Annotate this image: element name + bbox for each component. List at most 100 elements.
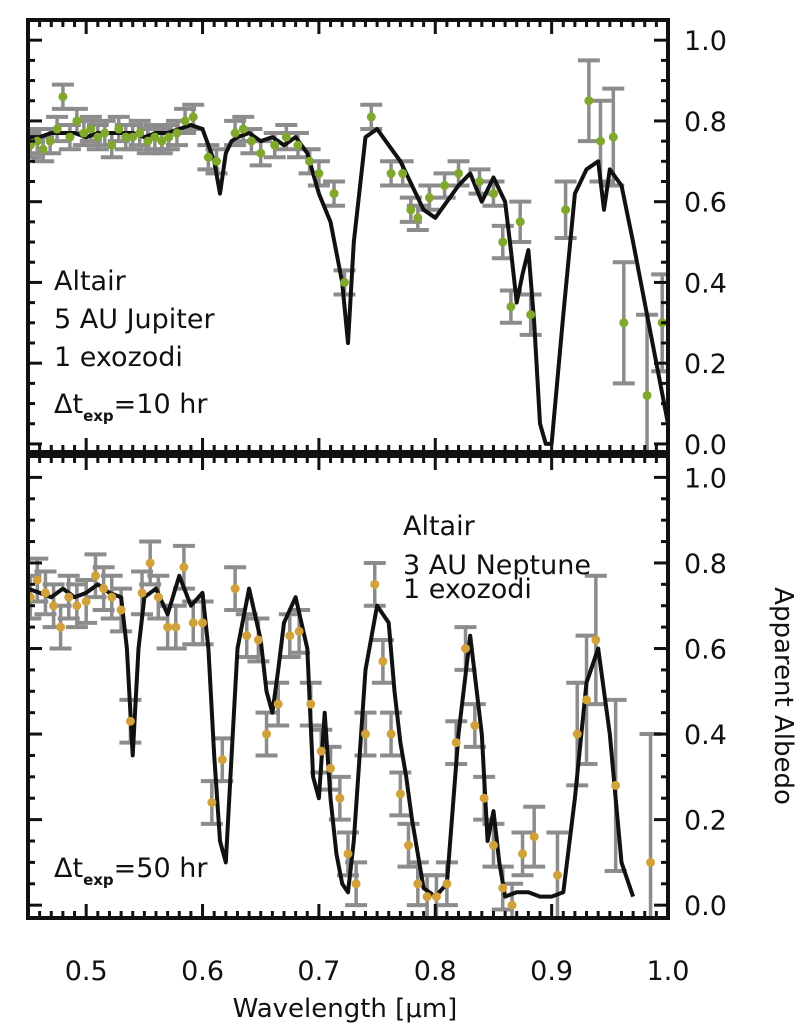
top-ytick-label: 0.8: [684, 107, 727, 138]
bottom-data-point-22: [217, 755, 227, 765]
bottom-data-point-42: [413, 879, 423, 889]
bottom-exposure-value: =50 hr: [114, 853, 209, 884]
top-annotation-star: Altair: [54, 266, 127, 297]
top-data-point-29: [256, 148, 266, 158]
top-data-point-8: [79, 128, 89, 138]
bottom-ytick-label: 0.8: [684, 549, 727, 580]
bottom-panel: 0.0 0.2 0.4 0.6 0.8 1.0 0.5 0.6 0.7 0.8 0.9 1.0 Al…: [26, 454, 727, 987]
bottom-axis-ticks: [26, 456, 670, 918]
top-data-point-9: [86, 124, 96, 134]
bottom-data-point-24: [242, 631, 252, 641]
top-data-point-13: [114, 124, 124, 134]
bottom-data-point-54: [529, 832, 539, 842]
top-data-point-50: [526, 310, 536, 320]
top-annotation-exposure: Δtexp=10 hr: [54, 389, 208, 425]
top-data-point-2: [38, 144, 48, 154]
bottom-xtick-label: 1.0: [647, 956, 690, 987]
top-data-point-47: [498, 237, 508, 247]
top-y-tick-labels: 0.0 0.2 0.4 0.6 0.8 1.0: [684, 26, 727, 461]
bottom-data-point-7: [81, 596, 91, 606]
top-data-point-6: [65, 132, 75, 142]
top-ytick-label: 0.0: [684, 430, 727, 461]
bottom-data-point-8: [90, 571, 100, 581]
top-ytick-label: 0.2: [684, 349, 727, 380]
bottom-data-point-5: [64, 592, 74, 602]
bottom-exposure-delta-t: Δt: [54, 853, 83, 884]
top-ytick-label: 1.0: [684, 26, 727, 57]
top-data-point-42: [424, 193, 434, 203]
bottom-data-point-3: [49, 601, 59, 611]
top-data-point-38: [386, 168, 396, 178]
bottom-data-point-26: [262, 729, 272, 739]
bottom-xtick-label: 0.9: [530, 956, 573, 987]
top-data-point-36: [340, 277, 350, 287]
bottom-data-point-53: [518, 849, 528, 859]
top-panel-frame: [26, 18, 670, 454]
bottom-data-point-51: [498, 883, 508, 893]
bottom-xtick-label: 0.5: [65, 956, 108, 987]
top-data-point-48: [506, 302, 516, 312]
top-data-point-11: [100, 128, 110, 138]
bottom-data-point-40: [395, 789, 405, 799]
bottom-data-point-19: [188, 618, 198, 628]
bottom-data-point-1: [32, 575, 42, 585]
top-data-point-25: [212, 156, 222, 166]
top-data-point-14: [121, 132, 131, 142]
bottom-data-point-56: [572, 729, 582, 739]
top-annotation-exozodi: 1 exozodi: [54, 342, 183, 373]
bottom-data-point-31: [316, 746, 326, 756]
top-data-point-18: [150, 132, 160, 142]
bottom-annotation-star: Altair: [403, 511, 476, 542]
top-data-point-49: [515, 217, 525, 227]
bottom-model-curve: [28, 573, 635, 899]
top-ytick-label: 0.4: [684, 268, 727, 299]
top-data-point-56: [642, 390, 652, 400]
top-data-point-4: [52, 124, 62, 134]
bottom-data-point-50: [488, 840, 498, 850]
top-panel: 0.0 0.2 0.4 0.6 0.8 1.0 Altair 5 AU Jupiter 1…: [26, 18, 727, 461]
top-data-point-17: [143, 136, 153, 146]
bottom-data-point-25: [253, 635, 263, 645]
top-exposure-delta-t: Δt: [54, 389, 83, 420]
bottom-x-tick-labels: 0.5 0.6 0.7 0.8 0.9 1.0: [65, 956, 690, 987]
bottom-data-point-37: [370, 579, 380, 589]
top-model-curve: [28, 123, 668, 446]
bottom-data-point-29: [294, 626, 304, 636]
bottom-data-point-47: [461, 644, 471, 653]
bottom-data-point-45: [442, 879, 452, 889]
top-data-point-22: [180, 116, 190, 126]
top-data-point-26: [230, 128, 240, 138]
top-data-point-33: [305, 156, 315, 166]
top-axis-ticks: [26, 20, 670, 452]
bottom-data-point-39: [386, 729, 396, 739]
bottom-xtick-label: 0.7: [297, 956, 340, 987]
bottom-xtick-label: 0.8: [414, 956, 457, 987]
top-data-point-15: [128, 132, 138, 142]
top-data-points: [28, 92, 667, 400]
top-data-point-19: [157, 136, 167, 146]
top-data-point-35: [329, 189, 339, 199]
bottom-ytick-label: 0.2: [684, 806, 727, 837]
bottom-data-point-11: [116, 605, 126, 615]
bottom-annotation-planet: 3 AU Neptune: [403, 550, 591, 581]
bottom-data-point-35: [351, 879, 361, 889]
bottom-data-point-43: [422, 892, 432, 902]
bottom-data-point-17: [171, 622, 181, 632]
y-axis-label: Apparent Albedo: [768, 587, 798, 805]
top-data-point-27: [238, 124, 248, 134]
top-data-point-28: [246, 136, 256, 146]
top-data-point-41: [413, 213, 423, 223]
bottom-data-point-4: [56, 622, 66, 632]
bottom-data-point-34: [343, 849, 353, 859]
top-data-point-37: [366, 112, 376, 122]
bottom-y-tick-labels: 0.0 0.2 0.4 0.6 0.8 1.0: [684, 463, 727, 922]
bottom-data-point-55: [552, 870, 562, 880]
top-data-point-45: [474, 176, 484, 186]
bottom-data-point-46: [451, 738, 461, 748]
bottom-data-point-16: [163, 622, 173, 632]
bottom-data-point-44: [431, 892, 441, 902]
top-data-point-10: [93, 132, 103, 142]
bottom-data-point-23: [230, 584, 240, 594]
bottom-data-point-9: [99, 584, 109, 594]
